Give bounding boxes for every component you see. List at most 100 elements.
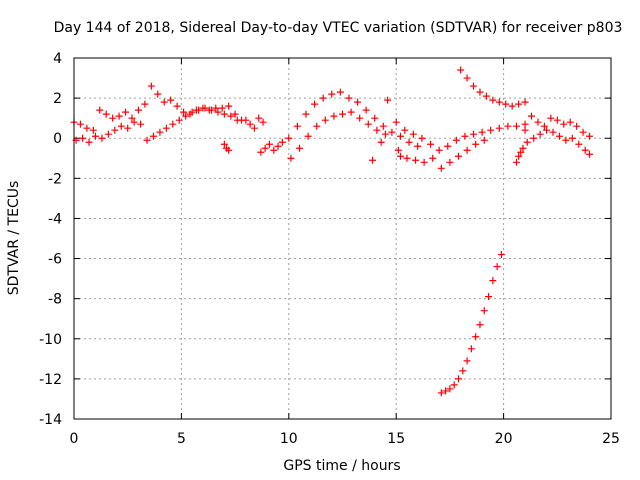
data-point <box>452 136 460 144</box>
data-point <box>586 150 594 158</box>
data-point <box>394 146 402 154</box>
data-point <box>141 100 149 108</box>
x-tick-label: 10 <box>280 431 298 447</box>
data-point <box>356 114 364 122</box>
data-point <box>478 128 486 136</box>
data-series <box>523 126 589 154</box>
data-point <box>321 116 329 124</box>
data-series <box>512 144 527 166</box>
data-point <box>212 104 220 112</box>
data-point <box>102 110 110 118</box>
data-point <box>182 112 190 120</box>
data-point <box>446 385 454 393</box>
x-tick-label: 15 <box>387 431 405 447</box>
data-point <box>437 389 445 397</box>
data-point <box>454 152 462 160</box>
y-tick-label: 0 <box>53 131 62 147</box>
data-point <box>259 118 267 126</box>
data-point <box>396 132 404 140</box>
data-point <box>377 138 385 146</box>
data-point <box>296 144 304 152</box>
data-point <box>369 156 377 164</box>
data-series <box>394 136 488 172</box>
data-point <box>195 106 203 114</box>
y-tick-label: -12 <box>39 372 62 388</box>
data-series <box>285 88 422 150</box>
y-tick-label: -14 <box>39 412 62 428</box>
data-point <box>549 128 557 136</box>
data-point <box>311 100 319 108</box>
data-point <box>573 122 581 130</box>
grid <box>74 58 611 419</box>
data-point <box>246 120 254 128</box>
data-point <box>381 130 389 138</box>
data-point <box>528 112 536 120</box>
data-point <box>109 114 117 122</box>
data-point <box>255 114 263 122</box>
data-point <box>134 106 142 114</box>
data-point <box>560 120 568 128</box>
data-point <box>396 152 404 160</box>
data-point <box>201 104 209 112</box>
data-point <box>543 126 551 134</box>
data-point <box>504 122 512 130</box>
data-point <box>418 134 426 142</box>
data-point <box>117 122 125 130</box>
data-series <box>457 66 529 110</box>
data-series <box>521 112 594 140</box>
data-point <box>257 148 265 156</box>
data-point <box>401 126 409 134</box>
data-point <box>313 122 321 130</box>
x-tick-label: 0 <box>70 431 79 447</box>
data-series <box>437 251 505 397</box>
data-point <box>384 96 392 104</box>
data-point <box>261 144 269 152</box>
data-point <box>265 140 273 148</box>
data-point <box>459 367 467 375</box>
data-point <box>379 122 387 130</box>
data-point <box>495 98 503 106</box>
data-point <box>412 156 420 164</box>
data-point <box>427 140 435 148</box>
data-point <box>472 140 480 148</box>
y-tick-label: -4 <box>48 211 62 227</box>
data-point <box>330 112 338 120</box>
data-point <box>562 136 570 144</box>
data-point <box>566 118 574 126</box>
data-point <box>454 375 462 383</box>
data-series <box>220 140 233 154</box>
data-point <box>242 116 250 124</box>
data-point <box>304 132 312 140</box>
data-point <box>515 152 523 160</box>
x-axis-label: GPS time / hours <box>283 458 400 474</box>
data-point <box>450 381 458 389</box>
data-point <box>227 112 235 120</box>
data-point <box>347 108 355 116</box>
data-point <box>579 128 587 136</box>
data-point <box>147 82 155 90</box>
chart-title: Day 144 of 2018, Sidereal Day-to-day VTE… <box>54 20 623 36</box>
data-point <box>405 138 413 146</box>
data-series <box>369 96 594 164</box>
data-point <box>104 130 112 138</box>
data-point <box>515 100 523 108</box>
data-point <box>154 90 162 98</box>
data-series <box>392 118 529 154</box>
x-tick-label: 5 <box>177 431 186 447</box>
data-point <box>293 122 301 130</box>
data-point <box>328 90 336 98</box>
data-point <box>485 293 493 301</box>
data-point <box>89 126 97 134</box>
data-point <box>278 138 286 146</box>
data-point <box>85 138 93 146</box>
data-point <box>476 321 484 329</box>
data-point <box>76 120 84 128</box>
data-point <box>555 132 563 140</box>
data-point <box>285 134 293 142</box>
data-point <box>586 132 594 140</box>
data-point <box>437 164 445 172</box>
data-point <box>167 96 175 104</box>
data-point <box>435 146 443 154</box>
